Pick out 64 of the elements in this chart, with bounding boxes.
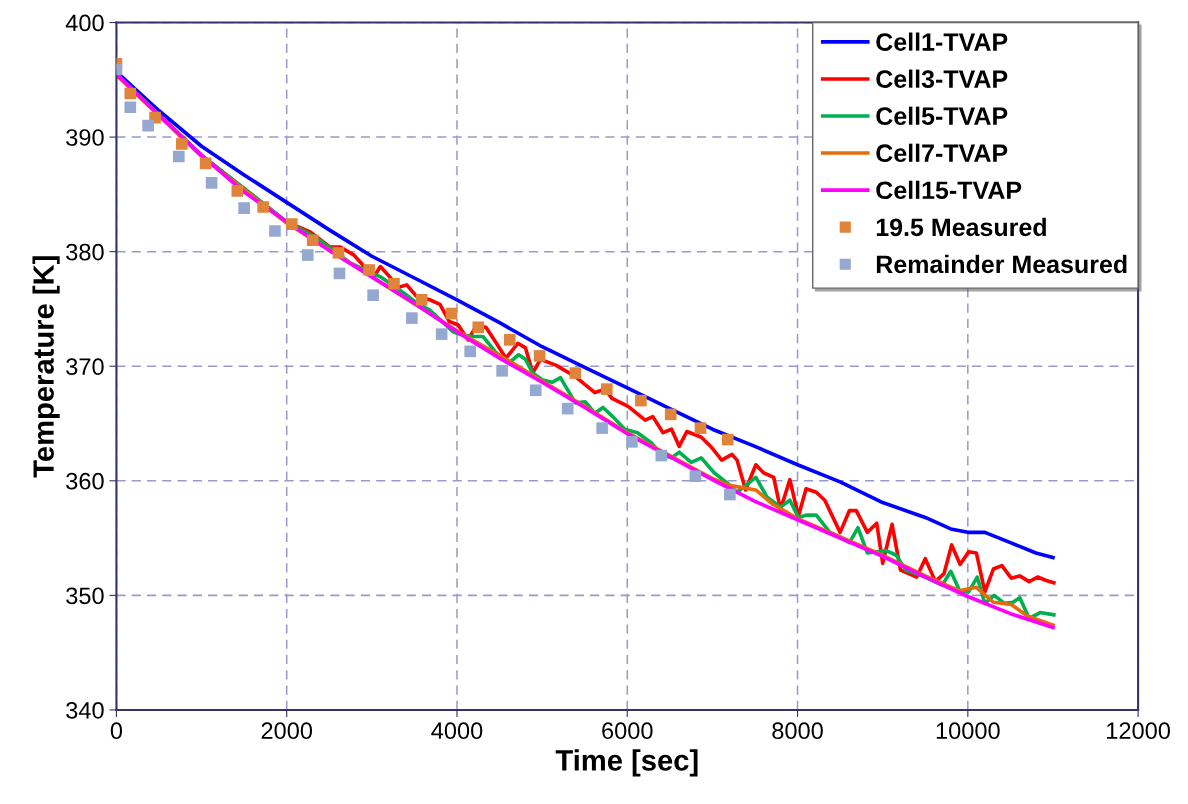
y-tick-label: 400	[65, 14, 104, 32]
point	[529, 384, 542, 397]
legend-label: Cell15-TVAP	[876, 180, 1022, 200]
point	[199, 157, 212, 170]
x-tick-label: 12000	[1107, 722, 1171, 740]
point	[332, 246, 345, 259]
point	[445, 307, 458, 320]
legend-label: Cell7-TVAP	[876, 143, 1008, 163]
point	[533, 350, 546, 362]
y-tick-label: 360	[66, 472, 104, 490]
point	[306, 234, 319, 246]
point	[301, 249, 314, 261]
point	[569, 367, 582, 379]
y-tick-label: 390	[66, 129, 104, 146]
x-tick-label: 4000	[431, 722, 483, 740]
y-tick-label: 380	[66, 243, 104, 261]
x-tick-label: 6000	[602, 722, 653, 740]
point	[689, 470, 702, 483]
point	[472, 321, 485, 334]
point	[333, 267, 346, 280]
point	[464, 345, 476, 358]
point	[561, 402, 574, 415]
x-tick-label: 2000	[261, 722, 313, 740]
point	[655, 449, 668, 462]
legend-label: Cell5-TVAP	[876, 106, 1008, 125]
point	[173, 150, 185, 163]
point	[721, 433, 734, 446]
point	[269, 225, 281, 237]
y-tick-label: 370	[66, 358, 104, 376]
y-tick-label: 340	[66, 702, 104, 719]
point	[626, 436, 638, 448]
point	[724, 488, 736, 501]
y-axis-title: Temperature [K]	[32, 256, 60, 478]
x-axis-title: Time [sec]	[555, 749, 698, 777]
legend-label: Cell3-TVAP	[876, 69, 1008, 88]
point	[286, 218, 298, 230]
legend-label: Remainder Measured	[876, 254, 1127, 274]
x-tick-label: 8000	[772, 722, 823, 740]
point	[205, 177, 218, 189]
x-tick-label: 10000	[936, 722, 1000, 740]
point	[435, 328, 448, 340]
point	[124, 101, 137, 114]
point	[503, 334, 516, 346]
legend-label: 19.5 Measured	[876, 217, 1046, 237]
y-tick-label: 350	[66, 587, 104, 605]
point	[635, 394, 647, 407]
point	[388, 277, 400, 290]
point	[124, 87, 137, 100]
point	[496, 364, 508, 377]
point	[596, 422, 608, 434]
point	[142, 119, 154, 132]
point	[406, 312, 418, 324]
legend-label: Cell1-TVAP	[876, 32, 1008, 51]
point	[176, 138, 188, 150]
point	[238, 202, 250, 214]
point	[231, 185, 244, 197]
point	[415, 293, 428, 306]
point	[367, 289, 379, 301]
point	[694, 422, 707, 434]
x-tick-label: 0	[110, 722, 123, 740]
point	[363, 264, 375, 276]
point	[257, 201, 269, 213]
point	[601, 383, 613, 395]
point	[664, 408, 677, 421]
